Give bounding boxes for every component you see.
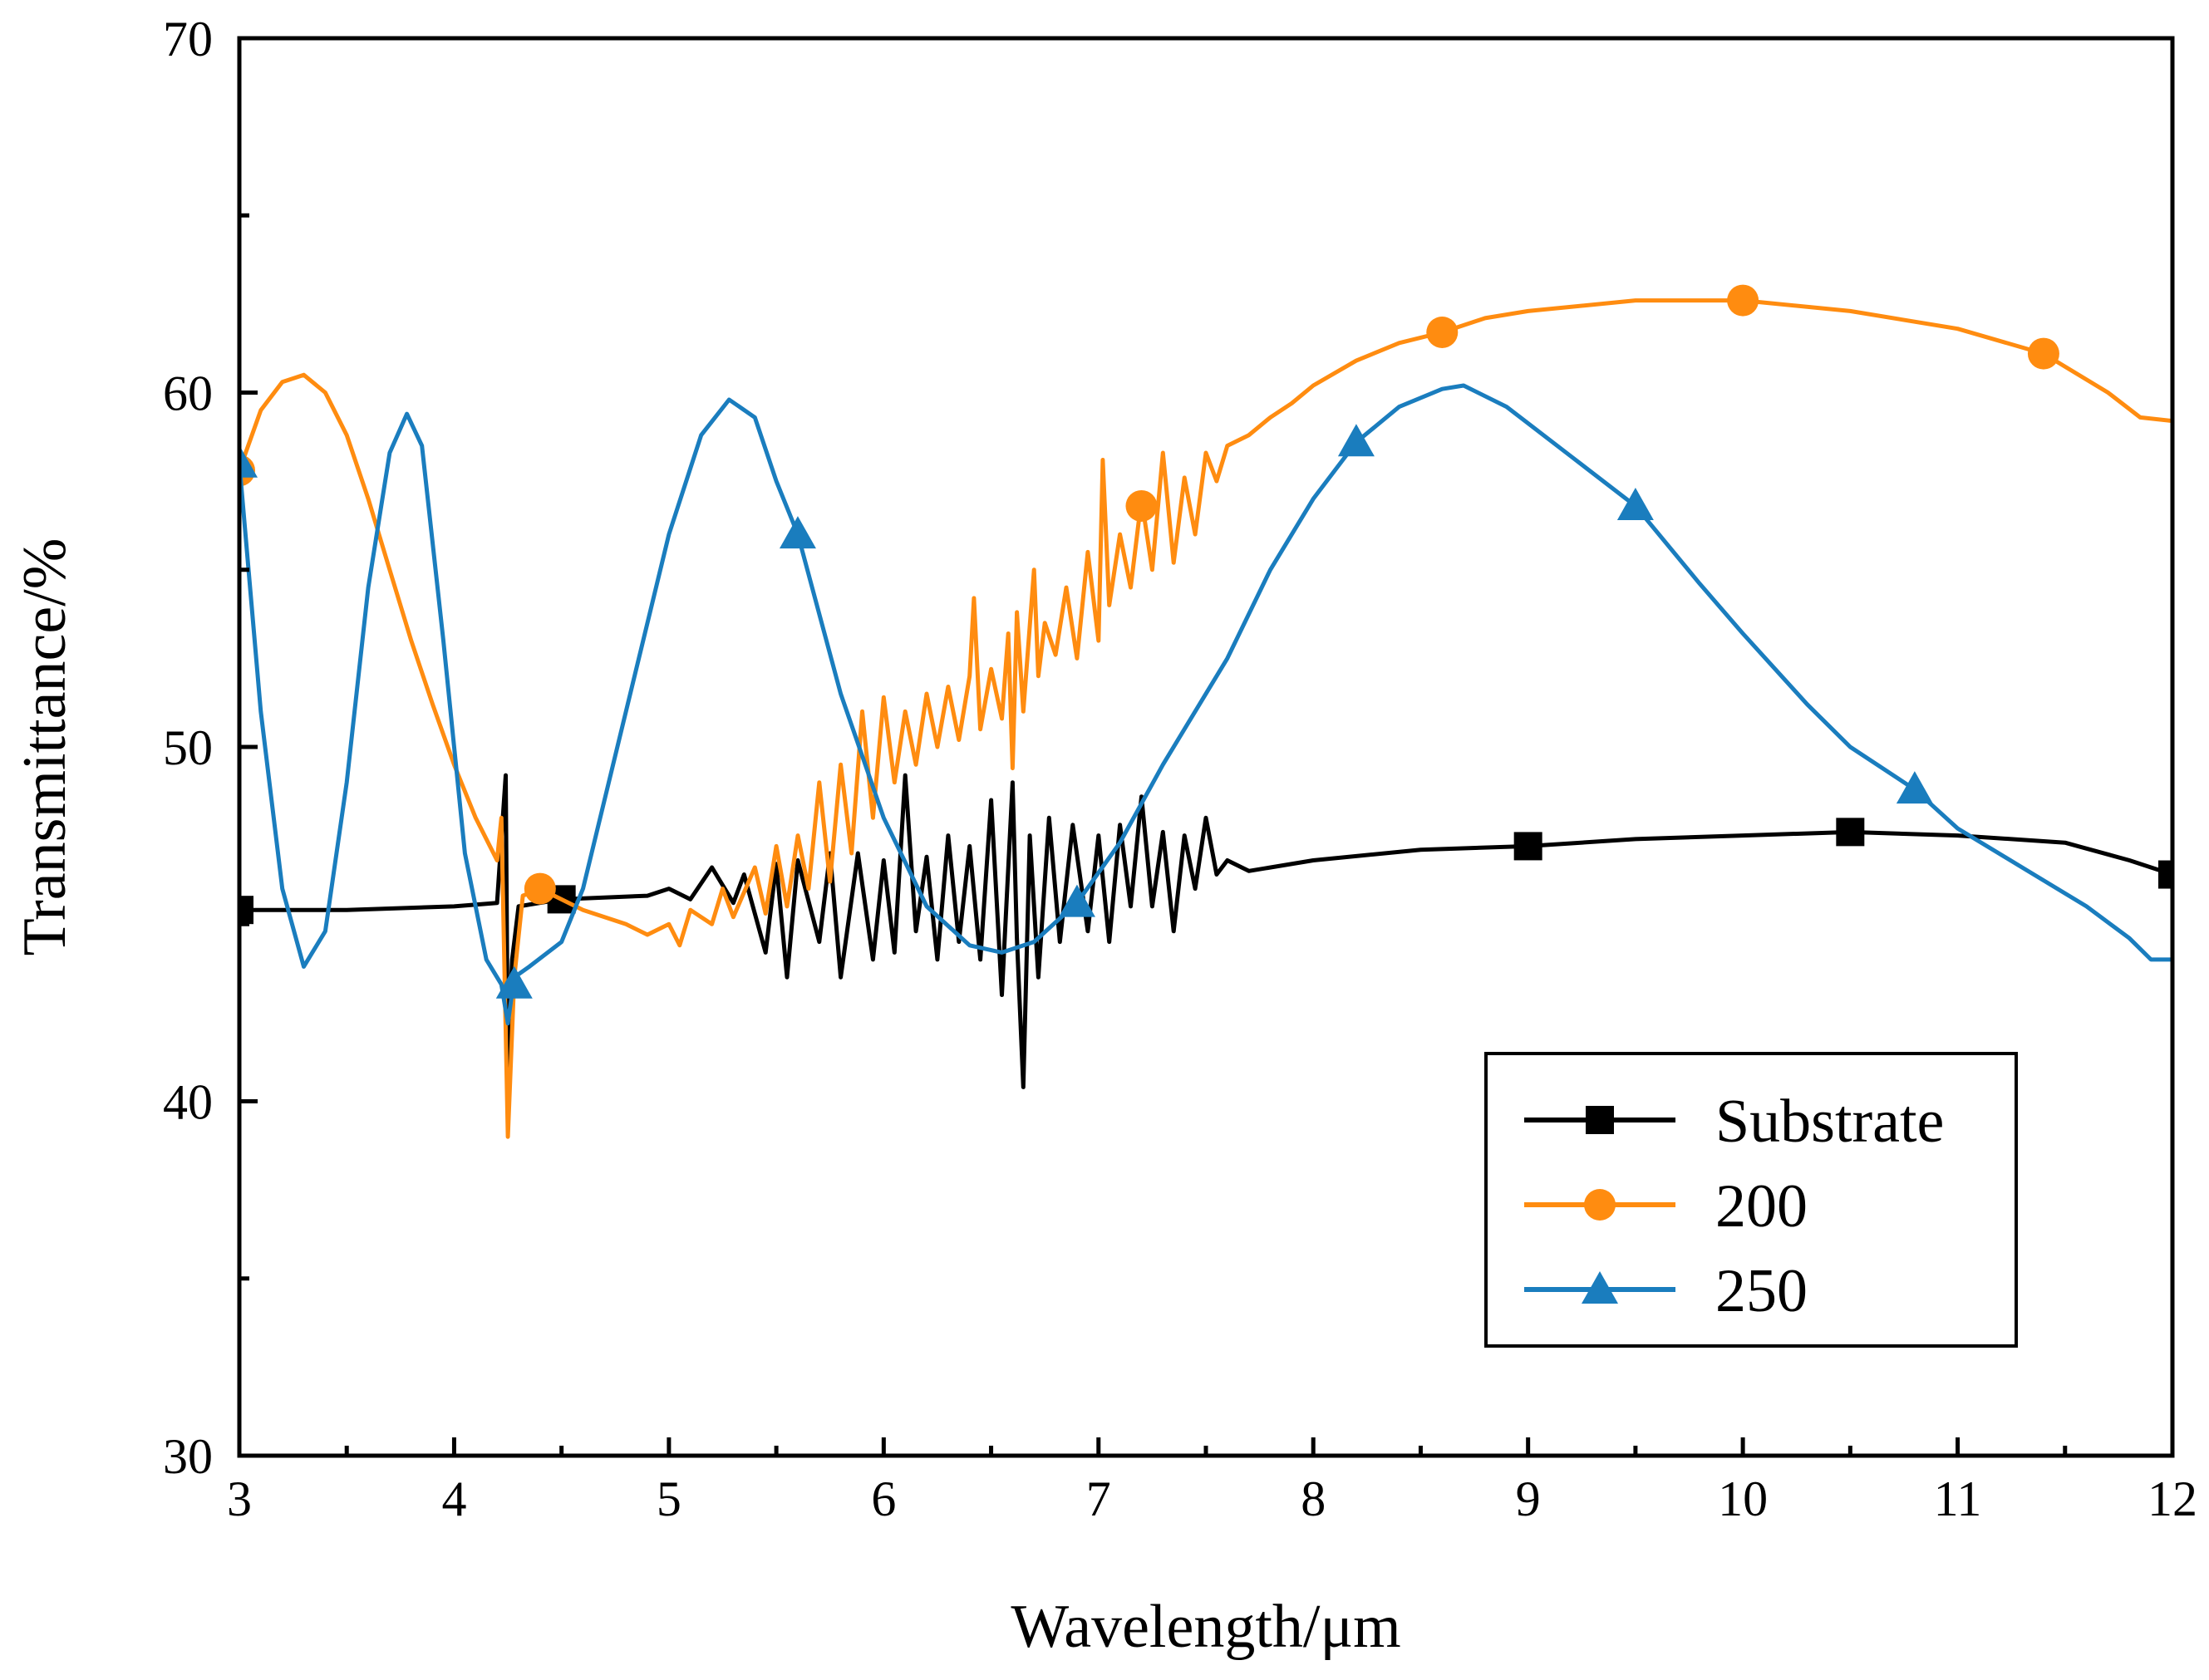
data-point-250 xyxy=(495,965,533,999)
y-tick-label: 40 xyxy=(163,1075,213,1130)
y-tick-label: 50 xyxy=(163,720,213,775)
data-point-200 xyxy=(2027,337,2059,370)
series-substrate xyxy=(239,773,2172,1089)
legend-label-substrate: Substrate xyxy=(1715,1088,1944,1156)
data-point-250 xyxy=(1337,424,1375,457)
x-tick-label: 8 xyxy=(1301,1471,1326,1526)
series-line-200 xyxy=(239,298,2172,1139)
x-tick-label: 11 xyxy=(1934,1471,1982,1526)
data-point-250 xyxy=(1058,884,1095,917)
series-line-substrate xyxy=(239,773,2172,1089)
series-line-250 xyxy=(239,383,2172,1026)
data-point-200 xyxy=(1426,316,1459,348)
data-point-250 xyxy=(239,445,258,478)
data-point-substrate xyxy=(239,896,253,925)
data-point-substrate xyxy=(1836,818,1865,847)
y-tick-label: 70 xyxy=(163,12,213,66)
legend-label-200: 200 xyxy=(1715,1172,1808,1240)
series-250 xyxy=(239,383,2172,1026)
y-tick-label: 60 xyxy=(163,366,213,421)
x-tick-label: 5 xyxy=(657,1471,681,1526)
x-tick-label: 6 xyxy=(871,1471,896,1526)
x-tick-label: 10 xyxy=(1718,1471,1768,1526)
data-point-200 xyxy=(1125,489,1158,522)
x-tick-label: 7 xyxy=(1086,1471,1111,1526)
legend-label-250: 250 xyxy=(1715,1257,1808,1325)
legend-marker-substrate xyxy=(1586,1106,1614,1134)
data-point-200 xyxy=(1727,284,1759,317)
legend-marker-200 xyxy=(1584,1189,1616,1221)
x-tick-label: 12 xyxy=(2148,1471,2197,1526)
data-point-250 xyxy=(1616,487,1654,520)
axis-layer: 3 4 5 6 7 8 9 10 11 12 30 40 50 60 70 xyxy=(163,12,2197,1526)
x-tick-label: 4 xyxy=(441,1471,466,1526)
x-axis-title: Wavelength/μm xyxy=(1011,1593,1400,1661)
data-point-substrate xyxy=(2158,860,2172,889)
data-point-substrate xyxy=(1513,832,1542,861)
series-layer xyxy=(239,284,2172,1139)
series-200 xyxy=(239,284,2172,1139)
data-point-250 xyxy=(1896,771,1933,804)
x-tick-label: 3 xyxy=(227,1471,252,1526)
legend-marker-250 xyxy=(1582,1271,1618,1304)
legend-box xyxy=(1484,1052,2018,1348)
x-tick-label: 9 xyxy=(1516,1471,1541,1526)
data-point-250 xyxy=(779,516,816,549)
legend: Substrate 200 250 xyxy=(1484,1052,2018,1348)
data-point-200 xyxy=(524,872,556,905)
y-tick-label: 30 xyxy=(163,1429,213,1484)
y-axis-title: Transmittance/% xyxy=(11,538,79,956)
